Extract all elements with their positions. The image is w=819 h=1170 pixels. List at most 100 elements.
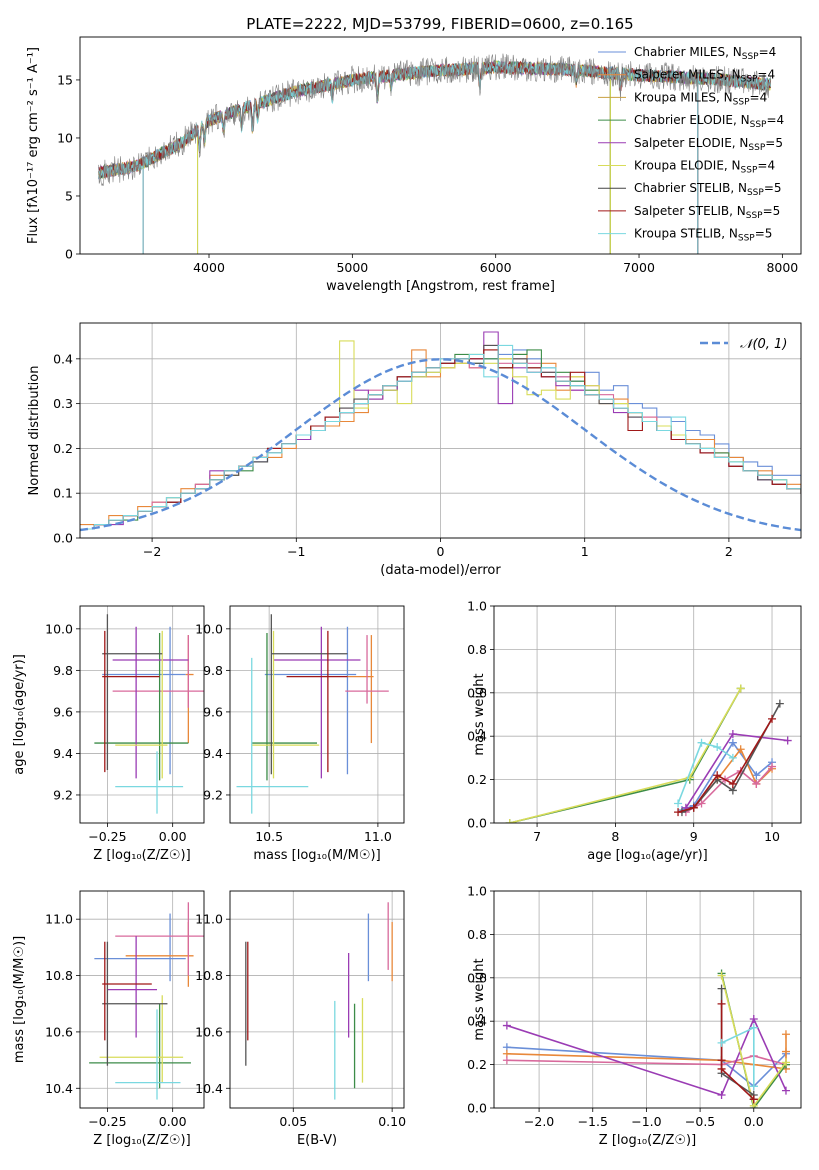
x-tick-label: 5000 — [336, 260, 368, 275]
spectrum-panel: 4000 5000 6000 7000 8000 0 5 10 15 wavelength [An… — [26, 36, 802, 294]
y-tick-label: 1.0 — [467, 599, 487, 614]
y-tick-label: 0.8 — [467, 642, 487, 657]
plot-area — [94, 614, 204, 814]
y-tick-label: 10.4 — [195, 1081, 223, 1096]
plus-marker — [781, 1047, 790, 1056]
x-tick-label: 7 — [533, 829, 541, 844]
plus-marker — [781, 1086, 790, 1095]
y-tick-label: 0.6 — [467, 970, 487, 985]
y-tick-label: 10.8 — [45, 968, 73, 983]
legend-label: Chabrier MILES, NSSP=4 — [634, 45, 776, 62]
grid — [230, 891, 404, 1108]
mass-weight-line — [506, 1046, 787, 1088]
legend-label: Kroupa ELODIE, NSSP=4 — [634, 159, 775, 176]
plus-marker — [674, 799, 683, 808]
y-tick-label: 9.6 — [53, 704, 73, 719]
y-tick-label: 11.0 — [45, 912, 73, 927]
y-tick-label: 9.2 — [53, 787, 73, 802]
y-tick-label: 10.4 — [45, 1081, 73, 1096]
y-tick-label: 0.6 — [467, 685, 487, 700]
ticks: 0.05 0.10 10.4 10.6 10.8 11.0 — [195, 912, 406, 1129]
x-tick-label: 10 — [764, 829, 780, 844]
plus-marker — [674, 808, 683, 817]
x-tick-label: 0.10 — [378, 1114, 406, 1129]
plus-marker — [717, 1038, 726, 1047]
ticks: −0.25 0.00 9.2 9.4 9.6 9.8 10.0 — [45, 621, 186, 844]
legend-label: Salpeter ELODIE, NSSP=5 — [634, 136, 783, 153]
age-vs-mass-panel: 10.5 11.0 9.2 9.4 9.6 9.8 10.0 mass [log₁₀(M/M☉… — [195, 605, 405, 863]
ticks: 4000 5000 6000 7000 8000 0 5 10 15 — [57, 72, 798, 275]
x-tick-label: 8 — [611, 829, 619, 844]
x-tick-label: 6000 — [480, 260, 512, 275]
plus-marker — [728, 730, 737, 739]
x-tick-label: −0.25 — [88, 1114, 126, 1129]
axes-frame — [493, 890, 802, 1109]
plus-marker — [717, 1056, 726, 1065]
y-tick-label: 1.0 — [467, 884, 487, 899]
plus-marker — [505, 819, 514, 823]
plus-marker — [749, 1023, 758, 1032]
x-tick-label: −0.25 — [88, 829, 126, 844]
x-tick-label: −1.0 — [631, 1114, 661, 1129]
plot-area — [245, 902, 393, 1100]
legend-label: Chabrier ELODIE, NSSP=4 — [634, 113, 784, 130]
plus-marker — [749, 1082, 758, 1091]
y-axis-label: mass [log₁₀(M/M☉)] — [12, 936, 27, 1063]
y-tick-label: 10.6 — [45, 1024, 73, 1039]
plus-marker — [728, 753, 737, 762]
plus-marker — [728, 779, 737, 788]
legend: Chabrier MILES, NSSP=4 Salpeter MILES, NS… — [598, 45, 784, 244]
x-tick-label: −2.0 — [524, 1114, 554, 1129]
plus-marker — [768, 762, 777, 771]
x-tick-label: −0.5 — [685, 1114, 715, 1129]
x-tick-label: −1.5 — [578, 1114, 608, 1129]
y-tick-label: 0.0 — [53, 531, 73, 546]
axes-frame — [229, 890, 405, 1109]
x-axis-label: wavelength [Angstrom, rest frame] — [326, 279, 555, 294]
y-tick-label: 0.8 — [467, 927, 487, 942]
y-tick-label: 10.8 — [195, 968, 223, 983]
y-tick-label: 9.4 — [53, 746, 73, 761]
grid — [80, 606, 204, 823]
legend-label: Salpeter STELIB, NSSP=5 — [634, 204, 780, 221]
ticks: 7 8 9 10 0.0 0.2 0.4 0.6 0.8 1.0 — [467, 599, 780, 845]
plus-marker — [728, 738, 737, 747]
plus-marker — [717, 999, 726, 1008]
grid — [494, 890, 801, 1109]
mass-weight-vs-metallicity-panel: −2.0 −1.5 −1.0 −0.5 0.0 0.0 0.2 0.4 0.6 0.8 1.0 Z [… — [467, 884, 802, 1148]
histogram-step-line — [80, 344, 801, 530]
plot-area — [505, 684, 792, 823]
histogram-step-line — [80, 331, 801, 530]
x-axis-label: age [log₁₀(age/yr)] — [587, 848, 708, 863]
legend-label: 𝒩(0, 1) — [740, 337, 787, 352]
plus-marker — [717, 1064, 726, 1073]
figure-title: PLATE=2222, MJD=53799, FIBERID=0600, z=0… — [246, 15, 633, 33]
y-tick-label: 0.2 — [467, 1057, 487, 1072]
plus-marker — [717, 984, 726, 993]
y-tick-label: 10.6 — [195, 1024, 223, 1039]
y-axis-label: Flux [fλ10⁻¹⁷ erg cm⁻² s⁻¹ A⁻¹] — [26, 47, 41, 244]
plus-marker — [502, 1056, 511, 1065]
axes-frame — [79, 605, 205, 824]
mass-vs-metallicity-panel: −0.25 0.00 10.4 10.6 10.8 11.0 Z [log₁₀(Z/Z☉)]… — [12, 890, 205, 1148]
x-tick-label: 0.00 — [159, 829, 187, 844]
x-tick-label: 1 — [581, 544, 589, 559]
x-axis-label: E(B-V) — [297, 1133, 337, 1148]
y-tick-label: 10.0 — [195, 621, 223, 636]
legend-label: Kroupa STELIB, NSSP=5 — [634, 227, 772, 244]
y-tick-label: 0.2 — [467, 772, 487, 787]
plot-area — [89, 902, 204, 1100]
mass-weight-line — [506, 1017, 787, 1096]
ticks: −2.0 −1.5 −1.0 −0.5 0.0 0.0 0.2 0.4 0.6 0.8 1.0 — [467, 884, 764, 1130]
x-tick-label: 9 — [690, 829, 698, 844]
x-tick-label: 10.5 — [255, 829, 283, 844]
y-axis-label: Normed distribution — [27, 366, 42, 496]
ticks: 10.5 11.0 9.2 9.4 9.6 9.8 10.0 — [195, 621, 392, 844]
mass-weight-line — [506, 1055, 787, 1066]
legend-label: Chabrier STELIB, NSSP=5 — [634, 181, 782, 198]
x-axis-label: Z [log₁₀(Z/Z☉)] — [93, 1133, 190, 1148]
plus-marker — [768, 714, 777, 723]
axes-frame — [79, 36, 802, 255]
y-tick-label: 0 — [65, 247, 73, 262]
